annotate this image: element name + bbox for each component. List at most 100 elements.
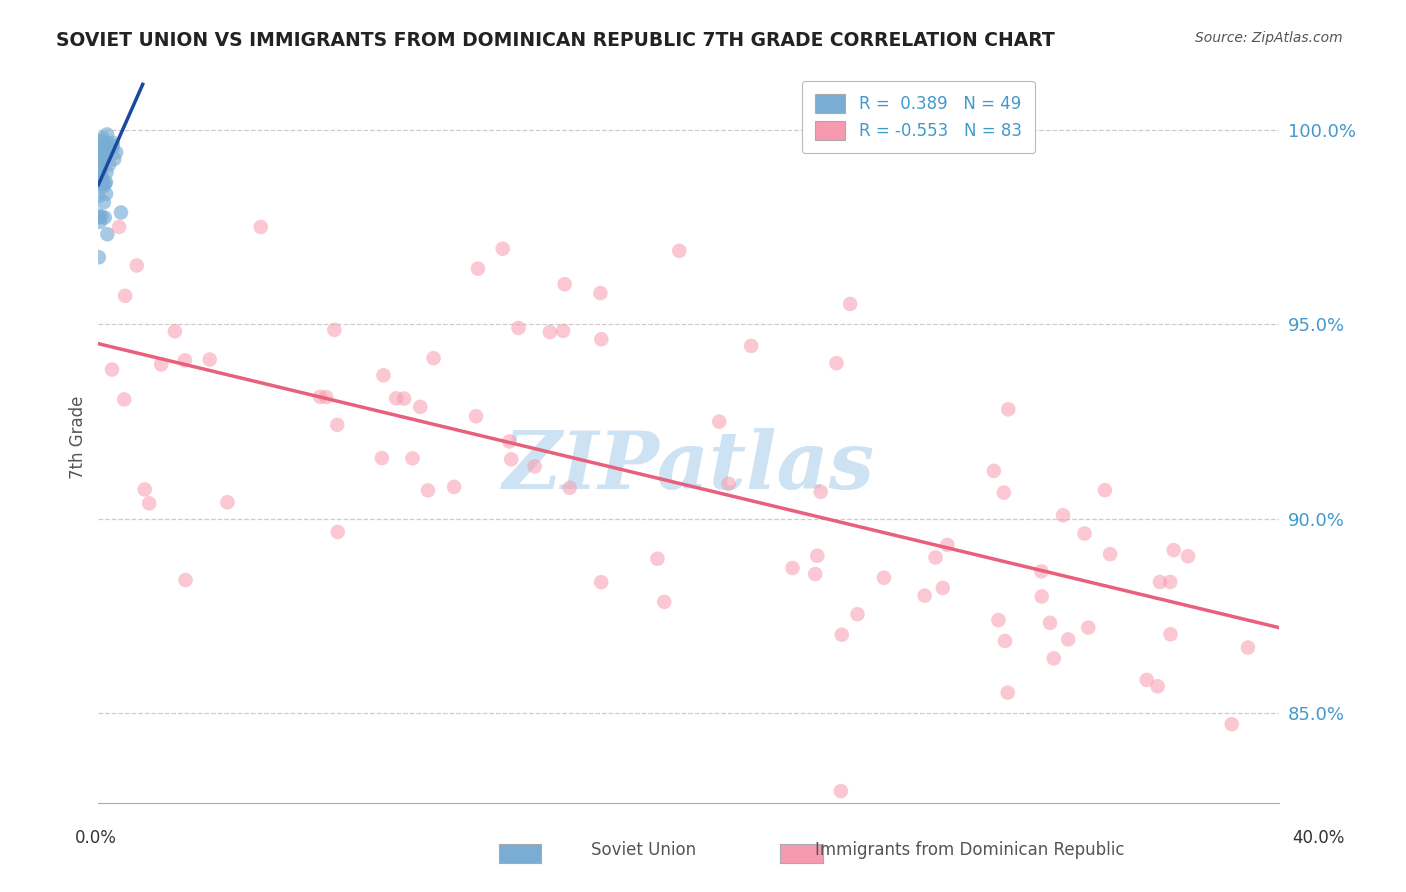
Point — [125, 259, 148, 273]
Point — [89, 168, 111, 182]
Point — [93, 211, 115, 225]
Point — [87, 189, 110, 203]
Point — [717, 476, 740, 491]
Point — [91, 176, 114, 190]
Point — [523, 459, 546, 474]
Point — [91, 176, 114, 190]
Point — [994, 634, 1017, 648]
Point — [91, 134, 114, 148]
Point — [1136, 673, 1159, 687]
Point — [89, 215, 111, 229]
Point — [94, 175, 117, 189]
Point — [96, 165, 118, 179]
Point — [138, 496, 160, 510]
Point — [465, 409, 488, 424]
Point — [983, 464, 1005, 478]
Point — [97, 136, 120, 151]
Point — [740, 339, 762, 353]
Point — [443, 480, 465, 494]
Point — [94, 177, 117, 191]
Point — [91, 150, 114, 164]
Point — [114, 289, 136, 303]
Point — [591, 575, 613, 590]
Point — [91, 153, 114, 168]
Point — [91, 142, 114, 156]
Point — [101, 138, 124, 153]
Point — [96, 128, 118, 142]
Point — [90, 144, 112, 158]
Point — [326, 524, 349, 539]
Point — [709, 415, 731, 429]
Point — [1057, 632, 1080, 647]
Point — [589, 286, 612, 301]
Point — [326, 417, 349, 432]
Point — [89, 145, 111, 160]
Legend: R =  0.389   N = 49, R = -0.553   N = 83: R = 0.389 N = 49, R = -0.553 N = 83 — [801, 81, 1035, 153]
Point — [1077, 620, 1099, 634]
Point — [498, 434, 520, 449]
Point — [401, 451, 423, 466]
Point — [91, 131, 114, 145]
Point — [1043, 651, 1066, 665]
Point — [538, 325, 561, 339]
Point — [89, 146, 111, 161]
Point — [89, 139, 111, 153]
Point — [839, 297, 862, 311]
Point — [134, 483, 156, 497]
Point — [91, 141, 114, 155]
Point — [90, 169, 112, 184]
Point — [422, 351, 444, 366]
Point — [96, 227, 118, 242]
Point — [1220, 717, 1243, 731]
Point — [804, 567, 827, 582]
Point — [112, 392, 135, 407]
Point — [409, 400, 432, 414]
Point — [89, 152, 111, 166]
Point — [94, 186, 117, 201]
Point — [936, 538, 959, 552]
Point — [1094, 483, 1116, 497]
Point — [554, 277, 576, 292]
Point — [830, 784, 852, 798]
Point — [924, 550, 946, 565]
Point — [1052, 508, 1074, 523]
Point — [1146, 679, 1168, 693]
Text: SOVIET UNION VS IMMIGRANTS FROM DOMINICAN REPUBLIC 7TH GRADE CORRELATION CHART: SOVIET UNION VS IMMIGRANTS FROM DOMINICA… — [56, 31, 1054, 50]
Point — [373, 368, 395, 383]
Point — [416, 483, 439, 498]
Point — [1163, 543, 1185, 558]
Point — [1159, 574, 1181, 589]
Point — [110, 205, 132, 219]
Point — [101, 141, 124, 155]
Point — [997, 685, 1019, 699]
Point — [90, 144, 112, 158]
Point — [1039, 615, 1062, 630]
Point — [551, 324, 574, 338]
Point — [163, 324, 186, 338]
Point — [1177, 549, 1199, 564]
Point — [1073, 526, 1095, 541]
Point — [825, 356, 848, 370]
Text: Source: ZipAtlas.com: Source: ZipAtlas.com — [1195, 31, 1343, 45]
Point — [831, 628, 853, 642]
Point — [91, 140, 114, 154]
Point — [873, 571, 896, 585]
Point — [250, 219, 273, 234]
Point — [467, 261, 489, 276]
Point — [89, 166, 111, 180]
Point — [90, 135, 112, 149]
Point — [652, 595, 675, 609]
Point — [87, 250, 110, 264]
Point — [558, 481, 581, 495]
Point — [91, 153, 114, 168]
Point — [101, 136, 124, 150]
Point — [309, 390, 332, 404]
Point — [90, 210, 112, 224]
Point — [91, 177, 114, 191]
Point — [315, 390, 337, 404]
Point — [1031, 590, 1053, 604]
Y-axis label: 7th Grade: 7th Grade — [69, 395, 87, 479]
Point — [323, 323, 346, 337]
Text: ZIPatlas: ZIPatlas — [503, 427, 875, 505]
Point — [987, 613, 1010, 627]
